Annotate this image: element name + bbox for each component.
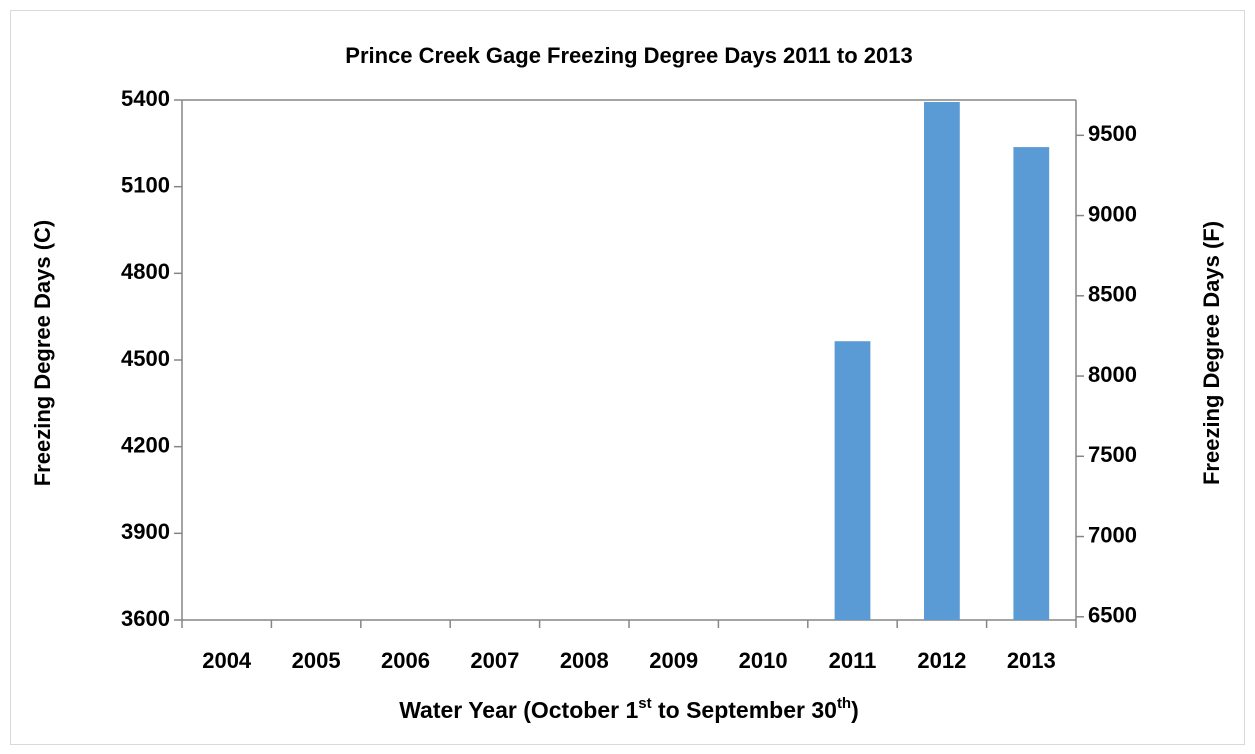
y-axis-title: Freezing Degree Days (C) [30,220,55,487]
x-title-sup: th [837,695,851,712]
x-title-part: ) [851,697,859,723]
x-tick-label: 2007 [470,648,519,673]
x-tick-label: 2012 [917,648,966,673]
y-tick-label: 4200 [121,432,170,457]
y2-tick-label: 6500 [1088,603,1137,628]
x-tick-label: 2010 [739,648,788,673]
x-title-part: to September 30 [652,697,837,723]
x-title-part: Water Year (October 1 [399,697,638,723]
chart-title: Prince Creek Gage Freezing Degree Days 2… [345,43,912,68]
x-tick-label: 2004 [202,648,252,673]
x-axis-title: Water Year (October 1st to September 30t… [399,695,859,723]
y2-tick-label: 9500 [1088,121,1137,146]
y-tick-label: 3600 [121,606,170,631]
chart-border [10,10,1245,745]
x-title-sup: st [638,695,651,712]
x-tick-label: 2008 [560,648,609,673]
x-tick-label: 2013 [1007,648,1056,673]
bar [834,341,871,620]
y2-tick-label: 7000 [1088,522,1137,547]
y2-tick-label: 8000 [1088,362,1137,387]
x-tick-label: 2009 [649,648,698,673]
x-tick-label: 2005 [292,648,341,673]
y2-tick-label: 9000 [1088,201,1137,226]
y-tick-label: 3900 [121,519,170,544]
x-tick-label: 2006 [381,648,430,673]
y2-tick-label: 8500 [1088,282,1137,307]
y-tick-label: 4500 [121,346,170,371]
bar [1013,147,1050,621]
y-tick-label: 4800 [121,259,170,284]
y2-axis-title: Freezing Degree Days (F) [1199,221,1224,485]
y-tick-label: 5100 [121,172,170,197]
x-tick-label: 2011 [829,648,877,673]
bar [924,102,960,621]
y-tick-label: 5400 [121,86,170,111]
y2-tick-label: 7500 [1088,442,1137,467]
